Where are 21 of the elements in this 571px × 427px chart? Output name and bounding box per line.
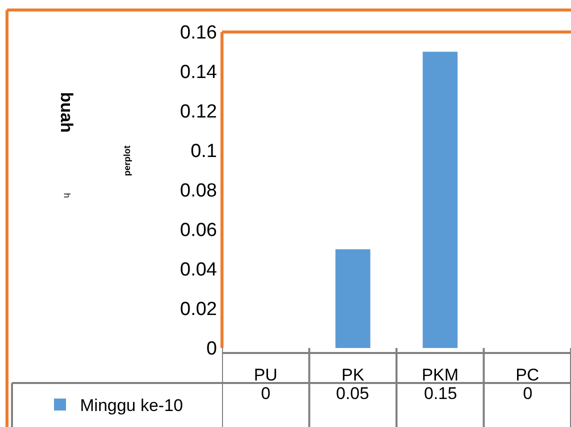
- data-label: 0: [523, 384, 532, 403]
- data-label: 0.05: [336, 384, 370, 403]
- text: buah: [57, 92, 76, 133]
- y-tick-label: 0.08: [180, 180, 217, 202]
- y-tick-label: 0: [206, 338, 217, 360]
- y-tick-label: 0.02: [180, 299, 217, 320]
- y-tick-label: 0.14: [180, 62, 218, 84]
- legend-label: Minggu ke-10: [80, 396, 184, 416]
- y-tick-label: 0.04: [180, 260, 218, 281]
- x-tick-label: PKM: [422, 365, 459, 384]
- x-tick-label: PU: [254, 365, 278, 384]
- y-tick-label: 0.16: [180, 22, 217, 44]
- y-tick-label: 0.12: [180, 102, 217, 123]
- y-tick-label: 0.1: [190, 141, 217, 162]
- data-label: 0: [261, 384, 270, 403]
- text: perplot: [122, 146, 132, 176]
- data-label: 0.15: [424, 384, 458, 403]
- x-tick-label: PC: [516, 365, 540, 384]
- y-tick-label: 0.06: [180, 220, 217, 242]
- text: h: [62, 193, 72, 198]
- x-tick-label: PK: [342, 365, 365, 384]
